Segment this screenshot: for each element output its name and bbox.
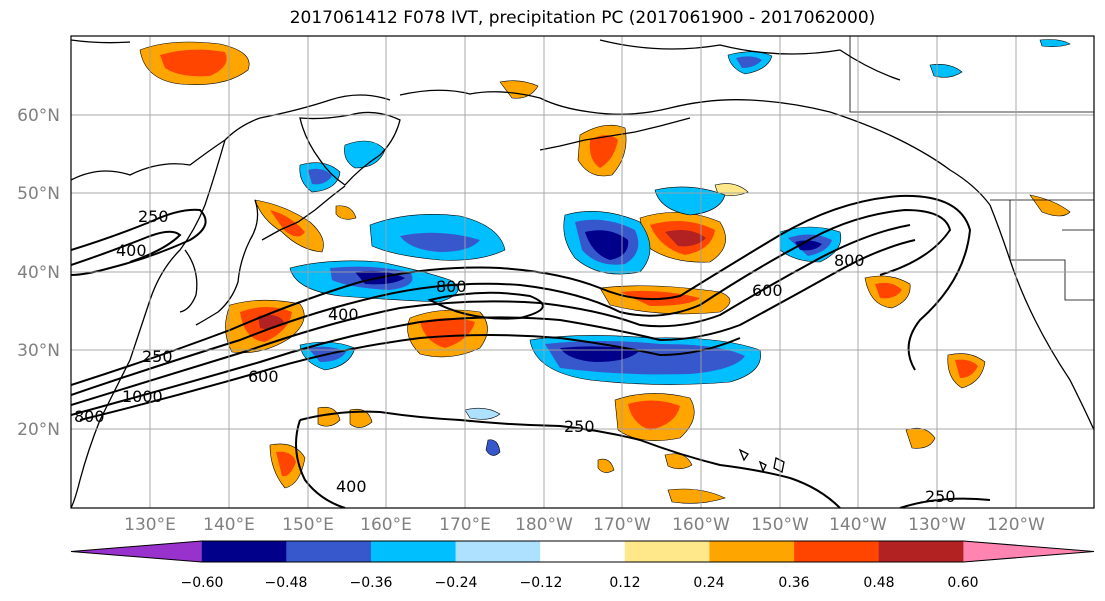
colorbar-tick-label: −0.48 — [265, 575, 308, 591]
lon-tick-label: 160°W — [672, 515, 730, 535]
colorbar-segment — [286, 541, 372, 562]
colorbar-tick-label: 0.36 — [778, 575, 809, 591]
lon-tick-label: 130°E — [124, 515, 176, 535]
colorbar — [70, 540, 1095, 563]
ivt-contour-800-inner — [427, 291, 544, 320]
borders — [849, 36, 1094, 301]
lat-tick-label: 40°N — [17, 263, 60, 283]
ivt-contour-400-south — [295, 419, 346, 508]
colorbar-tick-label: −0.12 — [520, 575, 563, 591]
lon-tick-label: 140°E — [203, 515, 255, 535]
ivt-contour-800 — [71, 239, 916, 416]
colorbar-segment — [540, 541, 626, 562]
contour-label: 250 — [564, 417, 595, 436]
lon-tick-label: 130°W — [908, 515, 966, 535]
ivt-contour-250-outer — [71, 194, 972, 386]
map-title: 2017061412 F078 IVT, precipitation PC (2… — [289, 8, 876, 28]
colorbar-tick-label: 0.24 — [693, 575, 724, 591]
lat-axis: 60°N 50°N 40°N 30°N 20°N — [17, 106, 60, 440]
ivt-contour-1000 — [79, 334, 741, 421]
lat-tick-label: 50°N — [17, 184, 60, 204]
colorbar-tick-label: 0.12 — [609, 575, 640, 591]
map-border — [70, 35, 1095, 509]
contour-label: 1000 — [122, 387, 163, 406]
colorbar-tick-label: −0.36 — [350, 575, 393, 591]
lat-tick-label: 30°N — [17, 341, 60, 361]
lon-axis: 130°E 140°E 150°E 160°E 170°E 180°W 170°… — [124, 515, 1045, 535]
coast-japan — [195, 199, 259, 326]
ivt-contour-400 — [71, 208, 952, 396]
precip-negative-patches — [289, 39, 1071, 456]
lon-tick-label: 140°W — [829, 515, 887, 535]
lon-tick-label: 150°E — [282, 515, 334, 535]
colorbar-segment — [201, 541, 287, 562]
coast-kuril — [261, 185, 346, 241]
colorbar-outline — [70, 540, 1095, 563]
contour-label: 800 — [834, 251, 865, 270]
colorbar-tick-label: −0.24 — [435, 575, 478, 591]
ivt-contour-400-japan — [71, 230, 182, 266]
colorbar-tick-labels: −0.60 −0.48 −0.36 −0.24 −0.12 0.12 0.24 … — [181, 575, 979, 591]
colorbar-segment — [794, 541, 880, 562]
colorbar-tick-label: 0.60 — [947, 575, 978, 591]
precip-positive-patches — [139, 41, 1071, 504]
lon-tick-label: 180°W — [515, 515, 573, 535]
colorbar-segment — [71, 541, 202, 562]
lon-tick-label: 170°W — [593, 515, 651, 535]
ivt-contour-250-south — [299, 410, 841, 508]
colorbar-segment — [709, 541, 795, 562]
ivt-contour-250-se — [899, 497, 991, 508]
contour-label: 400 — [328, 305, 359, 324]
coast-east-asia — [71, 94, 391, 508]
contour-label: 250 — [925, 487, 956, 506]
coast-arctic — [71, 39, 901, 81]
coastlines — [71, 39, 1094, 508]
lat-tick-label: 20°N — [17, 420, 60, 440]
colorbar-segment — [624, 541, 710, 562]
colorbar-tick-label: −0.60 — [181, 575, 224, 591]
contour-label: 600 — [752, 281, 783, 300]
colorbar-segment — [370, 541, 457, 562]
colorbar-tick-label: 0.48 — [863, 575, 894, 591]
contour-labels: 250 400 250 1000 800 600 400 800 600 800… — [74, 207, 956, 506]
coast-korea — [179, 249, 198, 313]
coast-aleutians — [539, 117, 691, 151]
contour-label: 400 — [116, 241, 147, 260]
ivt-contour-250-japan — [71, 208, 207, 276]
lon-tick-label: 160°E — [360, 515, 412, 535]
contour-label: 600 — [248, 367, 279, 386]
contour-label: 800 — [436, 277, 467, 296]
lon-tick-label: 150°W — [751, 515, 809, 535]
colorbar-segment — [455, 541, 541, 562]
coast-hawaii — [738, 448, 785, 473]
coast-alaska — [399, 89, 991, 206]
coast-north-america — [989, 204, 1094, 431]
gridlines — [71, 36, 1094, 508]
contour-label: 800 — [74, 407, 105, 426]
colorbar-segment — [963, 541, 1094, 562]
contour-label: 250 — [138, 207, 169, 226]
contour-label: 250 — [142, 347, 173, 366]
contour-label: 400 — [336, 477, 367, 496]
lon-tick-label: 120°W — [987, 515, 1045, 535]
lon-tick-label: 170°E — [439, 515, 491, 535]
colorbar-segment — [878, 541, 964, 562]
lat-tick-label: 60°N — [17, 106, 60, 126]
